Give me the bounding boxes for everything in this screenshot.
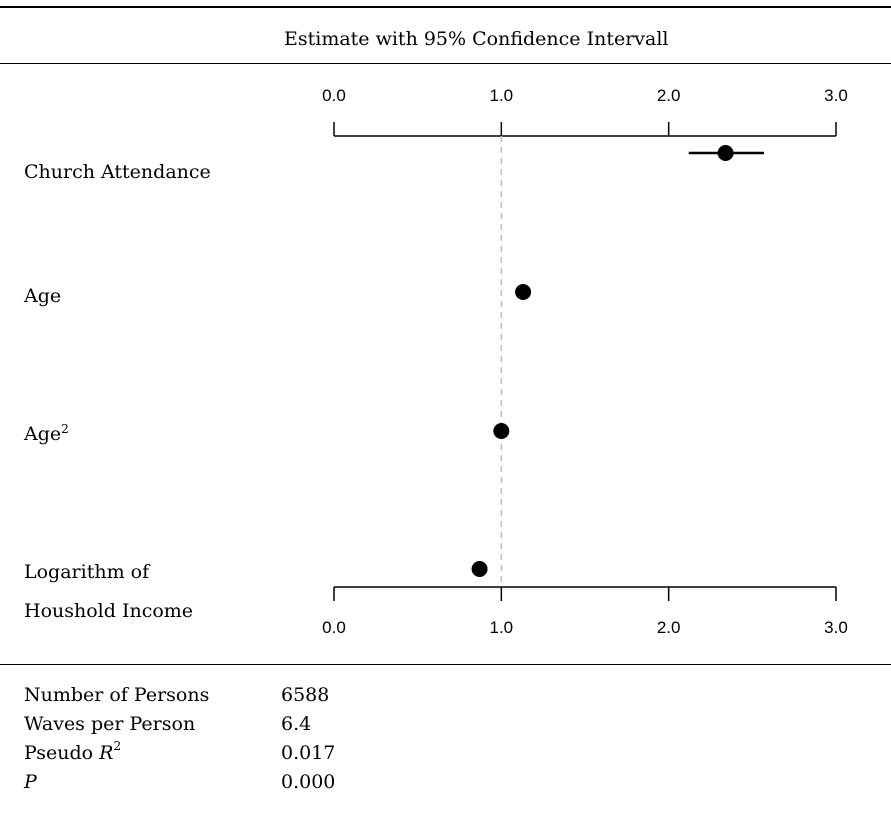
- row-label-base: Age: [23, 423, 61, 445]
- estimate-point: [472, 561, 488, 577]
- bottom-axis-tick-label: 0.0: [322, 618, 346, 637]
- bottom-axis-tick-label: 1.0: [490, 618, 514, 637]
- forest-plot: 0.0 1.0 2.0 3.0 0.0 1.0 2.0 3.0 Church Attendanc…: [0, 64, 891, 664]
- bottom-axis-tick-label: 2.0: [657, 618, 681, 637]
- stat-label-pseudo-r2-symbol: R: [99, 742, 113, 764]
- top-axis-tick-label: 3.0: [824, 86, 848, 105]
- row-label: Houshold Income: [24, 600, 193, 622]
- stat-label-persons: Number of Persons: [24, 684, 209, 706]
- column-header: Estimate with 95% Confidence Intervall: [284, 28, 669, 50]
- estimate-point: [515, 284, 531, 300]
- stat-label-p: P: [24, 771, 37, 793]
- row-label: Age: [23, 285, 61, 307]
- bottom-rule: [0, 664, 891, 665]
- stat-value-persons: 6588: [281, 684, 329, 706]
- stat-label-waves: Waves per Person: [24, 713, 195, 735]
- stat-value-p: 0.000: [281, 771, 335, 793]
- row-label: Logarithm of: [24, 561, 151, 583]
- stat-value-waves: 6.4: [281, 713, 311, 735]
- bottom-axis-tick-label: 3.0: [824, 618, 848, 637]
- stat-label-pseudo-r2-text: Pseudo R: [24, 742, 113, 764]
- top-axis-tick-label: 1.0: [490, 86, 514, 105]
- estimate-point: [718, 145, 734, 161]
- row-label-superscript: 2: [61, 422, 69, 436]
- top-rule: [0, 6, 891, 8]
- top-axis-tick-label: 2.0: [657, 86, 681, 105]
- stat-value-pseudo-r2: 0.017: [281, 742, 335, 764]
- stat-label-pseudo-r2: Pseudo R2: [24, 742, 121, 764]
- estimate-point: [493, 423, 509, 439]
- top-axis-tick-label: 0.0: [322, 86, 346, 105]
- row-label: Church Attendance: [24, 161, 211, 183]
- row-label: Age2: [23, 422, 69, 445]
- stat-label-pseudo-r2-sup: 2: [113, 739, 121, 753]
